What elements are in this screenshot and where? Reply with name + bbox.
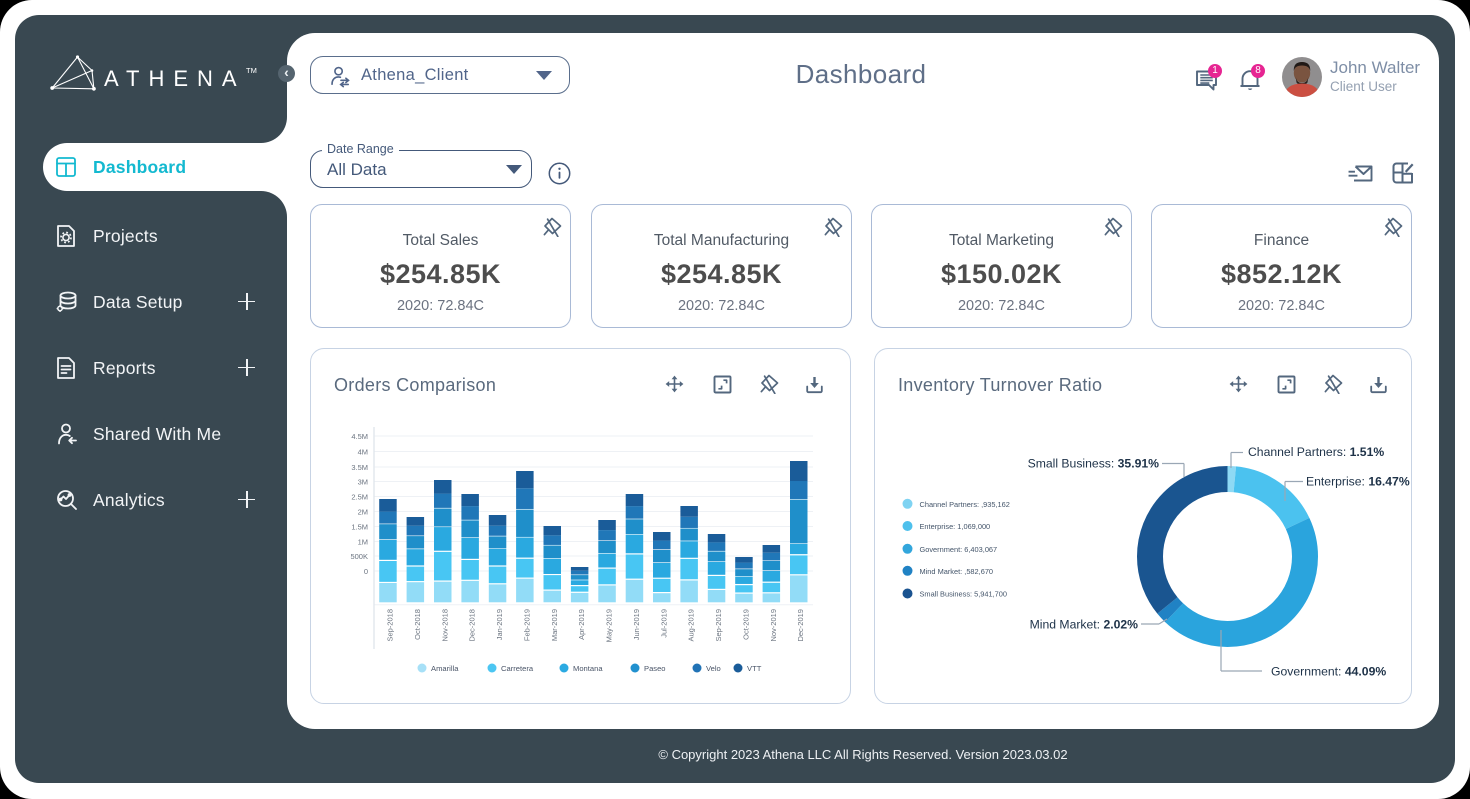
svg-text:0: 0 [364, 567, 368, 576]
svg-text:Small Business: 35.91%: Small Business: 35.91% [1028, 457, 1160, 471]
svg-text:Government: 6,403,067: Government: 6,403,067 [920, 545, 998, 554]
svg-text:Paseo: Paseo [644, 664, 666, 673]
svg-text:Mind Market: 2.02%: Mind Market: 2.02% [1030, 618, 1139, 632]
svg-text:Government: 44.09%: Government: 44.09% [1271, 665, 1386, 679]
svg-text:Carretera: Carretera [501, 664, 534, 673]
svg-text:Enterprise: 16.47%: Enterprise: 16.47% [1306, 475, 1410, 489]
svg-text:Dec-2018: Dec-2018 [468, 609, 477, 642]
svg-text:Jul-2019: Jul-2019 [659, 609, 668, 638]
svg-text:Channel Partners: 1.51%: Channel Partners: 1.51% [1248, 445, 1384, 459]
svg-text:Jun-2019: Jun-2019 [632, 609, 641, 640]
svg-text:Velo: Velo [706, 664, 721, 673]
svg-text:Aug-2019: Aug-2019 [687, 609, 696, 642]
svg-text:2M: 2M [358, 507, 368, 516]
svg-text:Channel Partners: ,935,162: Channel Partners: ,935,162 [920, 500, 1010, 509]
svg-text:Sep-2018: Sep-2018 [386, 609, 395, 642]
svg-text:2.5M: 2.5M [351, 492, 368, 501]
svg-text:Small Business: 5,941,700: Small Business: 5,941,700 [920, 590, 1008, 599]
svg-text:Mar-2019: Mar-2019 [550, 609, 559, 641]
svg-text:Nov-2018: Nov-2018 [440, 609, 449, 642]
svg-text:4.5M: 4.5M [351, 432, 368, 441]
svg-text:3M: 3M [358, 477, 368, 486]
svg-text:Apr-2019: Apr-2019 [577, 609, 586, 640]
svg-text:Nov-2019: Nov-2019 [769, 609, 778, 642]
svg-text:Enterprise: 1,069,000: Enterprise: 1,069,000 [920, 522, 991, 531]
svg-text:Montana: Montana [573, 664, 603, 673]
svg-text:May-2019: May-2019 [605, 609, 614, 642]
svg-text:1M: 1M [358, 537, 368, 546]
svg-text:Feb-2019: Feb-2019 [522, 609, 531, 641]
svg-text:VTT: VTT [747, 664, 762, 673]
svg-text:3.5M: 3.5M [351, 463, 368, 472]
svg-text:Oct-2018: Oct-2018 [413, 609, 422, 640]
svg-text:Jan-2019: Jan-2019 [495, 609, 504, 640]
svg-text:Mind Market: ,582,670: Mind Market: ,582,670 [920, 567, 994, 576]
svg-text:Amarilla: Amarilla [431, 664, 459, 673]
svg-text:Oct-2019: Oct-2019 [741, 609, 750, 640]
svg-text:Sep-2019: Sep-2019 [714, 609, 723, 642]
svg-text:4M: 4M [358, 447, 368, 456]
svg-text:500K: 500K [350, 552, 368, 561]
svg-text:1.5M: 1.5M [351, 522, 368, 531]
svg-text:Dec-2019: Dec-2019 [796, 609, 805, 642]
